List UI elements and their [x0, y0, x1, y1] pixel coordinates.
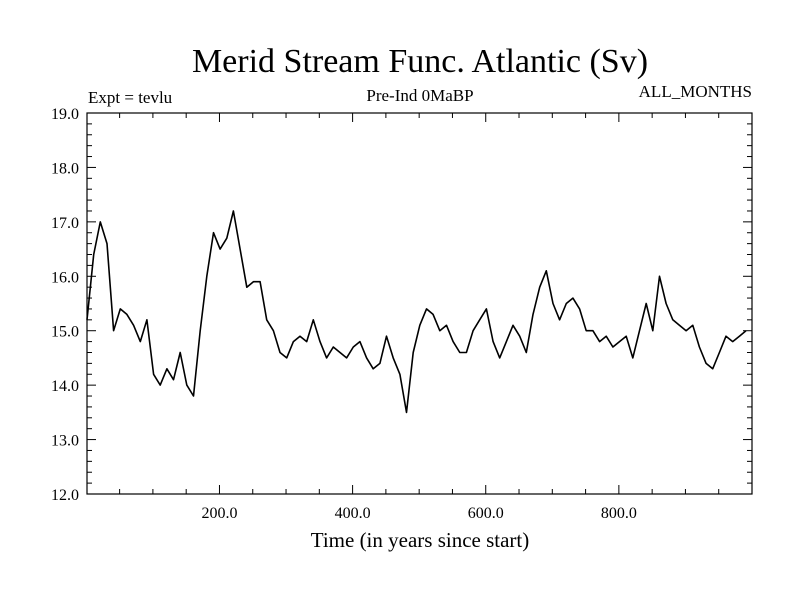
y-tick-label: 13.0 [51, 433, 79, 450]
period-label: Pre-Ind 0MaBP [366, 86, 473, 105]
y-tick-label: 16.0 [51, 269, 79, 286]
chart-title: Merid Stream Func. Atlantic (Sv) [192, 43, 648, 80]
x-tick-labels: 200.0 400.0 600.0 800.0 [201, 505, 636, 522]
x-tick-label: 400.0 [335, 505, 371, 522]
y-tick-label: 19.0 [51, 106, 79, 123]
series-line [86, 210, 747, 414]
y-tick-label: 12.0 [51, 487, 79, 504]
y-tick-label: 15.0 [51, 324, 79, 341]
x-tick-label: 800.0 [601, 505, 637, 522]
y-tick-label: 18.0 [51, 160, 79, 177]
x-tick-label: 200.0 [201, 505, 237, 522]
y-tick-label: 17.0 [51, 215, 79, 232]
x-tick-label: 600.0 [468, 505, 504, 522]
y-tick-labels: 12.0 13.0 14.0 15.0 16.0 17.0 18.0 19.0 [51, 106, 79, 504]
axis-ticks [87, 112, 752, 495]
plot-frame [86, 112, 753, 495]
y-tick-label: 14.0 [51, 378, 79, 395]
experiment-label: Expt = tevlu [88, 88, 173, 107]
x-axis-label: Time (in years since start) [311, 528, 530, 552]
months-label: ALL_MONTHS [639, 82, 752, 101]
